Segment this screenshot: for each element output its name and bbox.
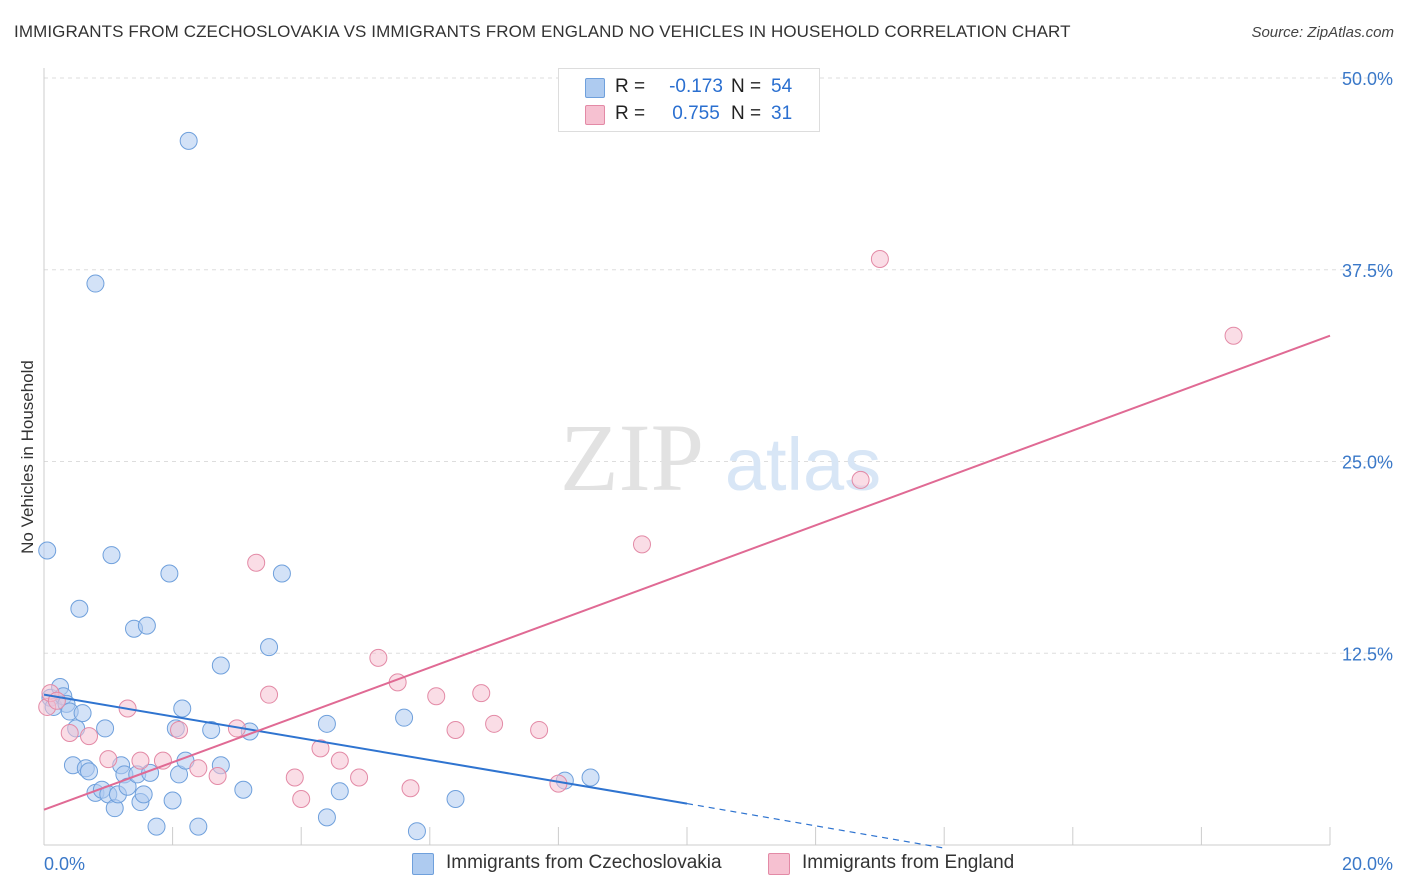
legend-r-value: 0.755 bbox=[672, 103, 720, 124]
point-czechoslovakia bbox=[581, 768, 600, 787]
bottom-legend-label: Immigrants from Czechoslovakia bbox=[446, 852, 722, 873]
point-england bbox=[350, 768, 369, 787]
legend-swatch-pink bbox=[585, 105, 605, 125]
point-england bbox=[80, 727, 99, 746]
legend-swatch-blue bbox=[585, 78, 605, 98]
grid-lines bbox=[44, 77, 1392, 654]
watermark-zip: ZIP bbox=[560, 404, 704, 511]
x-tick-label: 0.0% bbox=[44, 854, 85, 874]
point-england bbox=[170, 720, 189, 739]
watermark: ZIP atlas bbox=[560, 404, 881, 511]
point-england bbox=[427, 687, 446, 706]
point-england bbox=[870, 250, 889, 269]
point-czechoslovakia bbox=[137, 616, 156, 635]
point-czechoslovakia bbox=[80, 762, 99, 781]
legend-r-label: R = bbox=[615, 103, 646, 124]
legend-r-label: R = bbox=[615, 76, 646, 97]
point-england bbox=[311, 739, 330, 758]
y-tick-label: 12.5% bbox=[1342, 644, 1393, 664]
trendline-england bbox=[43, 334, 1331, 811]
source-label: Source: ZipAtlas.com bbox=[1251, 24, 1394, 41]
point-czechoslovakia bbox=[70, 599, 89, 618]
point-czechoslovakia bbox=[86, 274, 105, 293]
point-england bbox=[472, 684, 491, 703]
legend-box: R = -0.173 N = 54 R = 0.755 N = 31 bbox=[558, 68, 820, 132]
point-czechoslovakia bbox=[395, 708, 414, 727]
point-england bbox=[292, 789, 311, 808]
point-england bbox=[99, 750, 118, 769]
watermark-atlas: atlas bbox=[725, 423, 881, 506]
legend-n-label: N = bbox=[731, 103, 762, 124]
trendline-czechoslovakia bbox=[43, 693, 688, 805]
point-czechoslovakia bbox=[202, 720, 221, 739]
y-tick-label: 50.0% bbox=[1342, 69, 1393, 89]
point-england bbox=[60, 724, 79, 743]
bottom-legend-label: Immigrants from England bbox=[802, 852, 1015, 873]
legend-r-value: -0.173 bbox=[669, 76, 723, 97]
point-england bbox=[260, 685, 279, 704]
point-czechoslovakia bbox=[96, 719, 115, 738]
bottom-legend-swatch-blue bbox=[412, 853, 434, 875]
y-tick-label: 25.0% bbox=[1342, 453, 1393, 473]
point-czechoslovakia bbox=[317, 714, 336, 733]
point-england bbox=[369, 648, 388, 667]
point-england bbox=[208, 766, 227, 785]
point-england bbox=[247, 553, 266, 572]
point-england bbox=[851, 470, 870, 489]
point-england bbox=[485, 714, 504, 733]
point-czechoslovakia bbox=[173, 699, 192, 718]
legend-n-value: 31 bbox=[771, 103, 793, 124]
point-england bbox=[330, 751, 349, 770]
point-czechoslovakia bbox=[147, 817, 166, 836]
point-czechoslovakia bbox=[160, 564, 179, 583]
point-czechoslovakia bbox=[134, 785, 153, 804]
point-czechoslovakia bbox=[260, 638, 279, 657]
y-axis-label: No Vehicles in Household bbox=[18, 360, 37, 554]
point-czechoslovakia bbox=[102, 546, 121, 565]
x-tick-label: 20.0% bbox=[1342, 854, 1393, 874]
point-czechoslovakia bbox=[446, 789, 465, 808]
legend-n-label: N = bbox=[731, 76, 762, 97]
point-czechoslovakia bbox=[317, 808, 336, 827]
point-czechoslovakia bbox=[179, 131, 198, 150]
point-england bbox=[189, 759, 208, 778]
point-england bbox=[632, 535, 651, 554]
legend-n-value: 54 bbox=[771, 76, 793, 97]
y-tick-label: 37.5% bbox=[1342, 261, 1393, 281]
data-points bbox=[38, 131, 1243, 841]
point-czechoslovakia bbox=[330, 782, 349, 801]
point-czechoslovakia bbox=[407, 822, 426, 841]
trend-lines bbox=[43, 334, 1331, 849]
axes bbox=[43, 68, 1331, 846]
point-england bbox=[401, 779, 420, 798]
point-england bbox=[530, 720, 549, 739]
point-czechoslovakia bbox=[211, 656, 230, 675]
point-england bbox=[285, 768, 304, 787]
point-england bbox=[1224, 326, 1243, 345]
point-czechoslovakia bbox=[163, 791, 182, 810]
chart-title: IMMIGRANTS FROM CZECHOSLOVAKIA VS IMMIGR… bbox=[14, 22, 1071, 41]
point-england bbox=[131, 751, 150, 770]
point-czechoslovakia bbox=[272, 564, 291, 583]
tick-labels: 12.5% 25.0% 37.5% 50.0% 0.0% 20.0% bbox=[44, 69, 1393, 874]
point-czechoslovakia bbox=[234, 780, 253, 799]
bottom-legend-swatch-pink bbox=[768, 853, 790, 875]
point-england bbox=[446, 720, 465, 739]
point-czechoslovakia bbox=[189, 817, 208, 836]
point-czechoslovakia bbox=[73, 704, 92, 723]
point-czechoslovakia bbox=[38, 541, 57, 560]
